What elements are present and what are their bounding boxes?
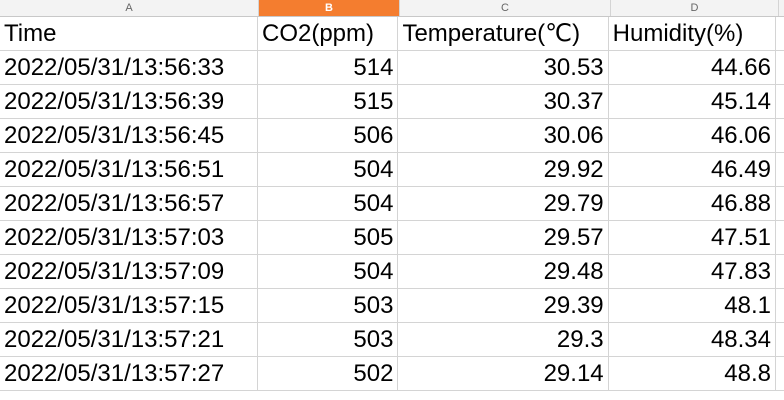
cell-humidity[interactable]: 46.06 — [609, 119, 776, 152]
cell-humidity[interactable]: 44.66 — [609, 51, 776, 84]
cell-co2[interactable]: 504 — [258, 255, 399, 288]
cell-co2[interactable]: 502 — [258, 357, 399, 390]
cell-time[interactable]: 2022/05/31/13:56:51 — [0, 153, 258, 186]
cell-humidity[interactable]: 46.88 — [609, 187, 776, 220]
table-row: 2022/05/31/13:56:51 504 29.92 46.49 — [0, 153, 784, 187]
column-header-a[interactable]: A — [0, 0, 259, 16]
table-row: 2022/05/31/13:57:21 503 29.3 48.34 — [0, 323, 784, 357]
cell-time[interactable]: 2022/05/31/13:57:03 — [0, 221, 258, 254]
cell-co2[interactable]: 503 — [258, 323, 399, 356]
table-row: 2022/05/31/13:57:03 505 29.57 47.51 — [0, 221, 784, 255]
cell-humidity[interactable]: 48.34 — [609, 323, 776, 356]
table-row: 2022/05/31/13:56:57 504 29.79 46.88 — [0, 187, 784, 221]
table-row: 2022/05/31/13:56:39 515 30.37 45.14 — [0, 85, 784, 119]
cell-empty[interactable] — [776, 255, 784, 288]
table-row: 2022/05/31/13:56:45 506 30.06 46.06 — [0, 119, 784, 153]
cell-temperature[interactable]: 30.06 — [398, 119, 609, 152]
cell-header-co2[interactable]: CO2(ppm) — [258, 17, 399, 50]
column-header-e[interactable] — [779, 0, 784, 16]
cell-co2[interactable]: 515 — [258, 85, 399, 118]
cell-time[interactable]: 2022/05/31/13:56:39 — [0, 85, 258, 118]
cell-empty[interactable] — [776, 85, 784, 118]
cell-temperature[interactable]: 29.48 — [398, 255, 609, 288]
cell-empty[interactable] — [776, 17, 784, 50]
cell-temperature[interactable]: 29.79 — [398, 187, 609, 220]
cell-co2[interactable]: 504 — [258, 153, 399, 186]
cell-co2[interactable]: 514 — [258, 51, 399, 84]
column-header-b[interactable]: B — [259, 0, 400, 16]
cell-empty[interactable] — [776, 289, 784, 322]
cell-temperature[interactable]: 29.92 — [398, 153, 609, 186]
cell-humidity[interactable]: 48.1 — [609, 289, 776, 322]
cell-time[interactable]: 2022/05/31/13:56:45 — [0, 119, 258, 152]
cell-empty[interactable] — [776, 187, 784, 220]
cell-temperature[interactable]: 29.14 — [398, 357, 609, 390]
cell-empty[interactable] — [776, 357, 784, 390]
cell-time[interactable]: 2022/05/31/13:56:57 — [0, 187, 258, 220]
cell-header-humidity[interactable]: Humidity(%) — [609, 17, 776, 50]
cell-humidity[interactable]: 46.49 — [609, 153, 776, 186]
table-row: 2022/05/31/13:57:27 502 29.14 48.8 — [0, 357, 784, 391]
cell-co2[interactable]: 504 — [258, 187, 399, 220]
cell-temperature[interactable]: 29.39 — [398, 289, 609, 322]
cell-temperature[interactable]: 30.53 — [398, 51, 609, 84]
cell-co2[interactable]: 503 — [258, 289, 399, 322]
cell-empty[interactable] — [776, 323, 784, 356]
table-header-row: Time CO2(ppm) Temperature(℃) Humidity(%) — [0, 17, 784, 51]
column-header-bar: A B C D — [0, 0, 784, 17]
cell-empty[interactable] — [776, 119, 784, 152]
cell-humidity[interactable]: 47.51 — [609, 221, 776, 254]
cell-empty[interactable] — [776, 51, 784, 84]
column-header-d[interactable]: D — [611, 0, 779, 16]
cell-temperature[interactable]: 29.57 — [398, 221, 609, 254]
cell-humidity[interactable]: 47.83 — [609, 255, 776, 288]
cell-co2[interactable]: 505 — [258, 221, 399, 254]
cell-humidity[interactable]: 45.14 — [609, 85, 776, 118]
cell-time[interactable]: 2022/05/31/13:56:33 — [0, 51, 258, 84]
cell-temperature[interactable]: 29.3 — [398, 323, 609, 356]
cell-humidity[interactable]: 48.8 — [609, 357, 776, 390]
cell-header-temperature[interactable]: Temperature(℃) — [398, 17, 609, 50]
cell-co2[interactable]: 506 — [258, 119, 399, 152]
cell-time[interactable]: 2022/05/31/13:57:15 — [0, 289, 258, 322]
cell-temperature[interactable]: 30.37 — [398, 85, 609, 118]
cell-time[interactable]: 2022/05/31/13:57:09 — [0, 255, 258, 288]
column-header-c[interactable]: C — [400, 0, 611, 16]
table-body: 2022/05/31/13:56:33 514 30.53 44.66 2022/05/… — [0, 51, 784, 391]
table-row: 2022/05/31/13:57:09 504 29.48 47.83 — [0, 255, 784, 289]
table-row: 2022/05/31/13:57:15 503 29.39 48.1 — [0, 289, 784, 323]
cell-time[interactable]: 2022/05/31/13:57:27 — [0, 357, 258, 390]
cell-empty[interactable] — [776, 221, 784, 254]
table-row: 2022/05/31/13:56:33 514 30.53 44.66 — [0, 51, 784, 85]
cell-header-time[interactable]: Time — [0, 17, 258, 50]
cell-empty[interactable] — [776, 153, 784, 186]
cell-time[interactable]: 2022/05/31/13:57:21 — [0, 323, 258, 356]
